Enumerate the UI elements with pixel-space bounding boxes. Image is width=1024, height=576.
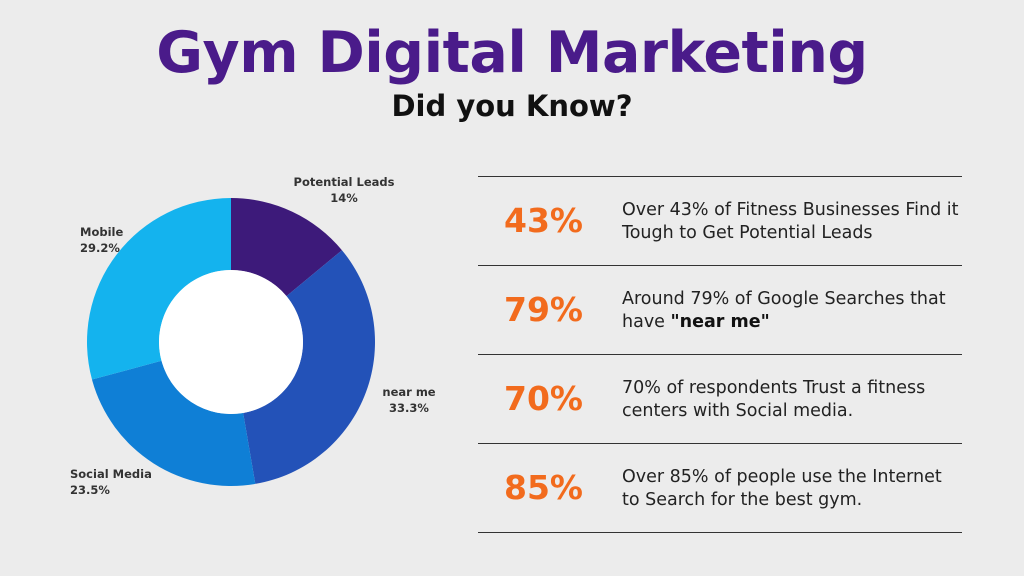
fact-row: 70% 70% of respondents Trust a fitness c… bbox=[478, 355, 962, 443]
facts-list: 43% Over 43% of Fitness Businesses Find … bbox=[478, 176, 962, 533]
donut-hole bbox=[159, 270, 303, 414]
fact-value: 43% bbox=[504, 201, 583, 240]
donut-slice-potential-leads bbox=[231, 198, 342, 297]
fact-text: 70% of respondents Trust a fitness cente… bbox=[622, 377, 962, 423]
slice-label: Mobile bbox=[80, 225, 123, 239]
fact-text-main: Over 85% of people use the Internet to S… bbox=[622, 467, 942, 510]
fact-text: Around 79% of Google Searches that have … bbox=[622, 288, 962, 334]
donut-chart: Potential Leads 14% near me 33.3% Social Med… bbox=[70, 175, 436, 497]
fact-row: 85% Over 85% of people use the Internet … bbox=[478, 444, 962, 532]
fact-value: 85% bbox=[504, 468, 583, 507]
divider bbox=[478, 443, 962, 444]
slice-value-label: 29.2% bbox=[80, 241, 120, 255]
slice-value-label: 14% bbox=[330, 191, 358, 205]
fact-text: Over 85% of people use the Internet to S… bbox=[622, 466, 962, 512]
page-subtitle: Did you Know? bbox=[391, 89, 633, 123]
fact-row: 43% Over 43% of Fitness Businesses Find … bbox=[478, 177, 962, 265]
fact-text: Over 43% of Fitness Businesses Find it T… bbox=[622, 199, 962, 245]
slice-value-label: 23.5% bbox=[70, 483, 110, 497]
divider bbox=[478, 176, 962, 177]
fact-value: 70% bbox=[504, 379, 583, 418]
donut-slice-social-media bbox=[91, 360, 256, 486]
slice-label: near me bbox=[382, 385, 435, 399]
slice-value-label: 33.3% bbox=[389, 401, 429, 415]
donut-slice-near-me bbox=[243, 250, 376, 484]
page-title: Gym Digital Marketing bbox=[156, 20, 868, 86]
fact-text-bold: "near me" bbox=[670, 312, 770, 332]
fact-text-main: Around 79% of Google Searches that have bbox=[622, 289, 946, 332]
divider bbox=[478, 532, 962, 533]
slice-label: Social Media bbox=[70, 467, 152, 481]
fact-value: 79% bbox=[504, 290, 583, 329]
fact-row: 79% Around 79% of Google Searches that h… bbox=[478, 266, 962, 354]
donut-slice-mobile bbox=[87, 198, 231, 380]
fact-text-main: Over 43% of Fitness Businesses Find it T… bbox=[622, 200, 959, 243]
fact-text-main: 70% of respondents Trust a fitness cente… bbox=[622, 378, 926, 421]
divider bbox=[478, 354, 962, 355]
slice-label: Potential Leads bbox=[294, 175, 395, 189]
divider bbox=[478, 265, 962, 266]
